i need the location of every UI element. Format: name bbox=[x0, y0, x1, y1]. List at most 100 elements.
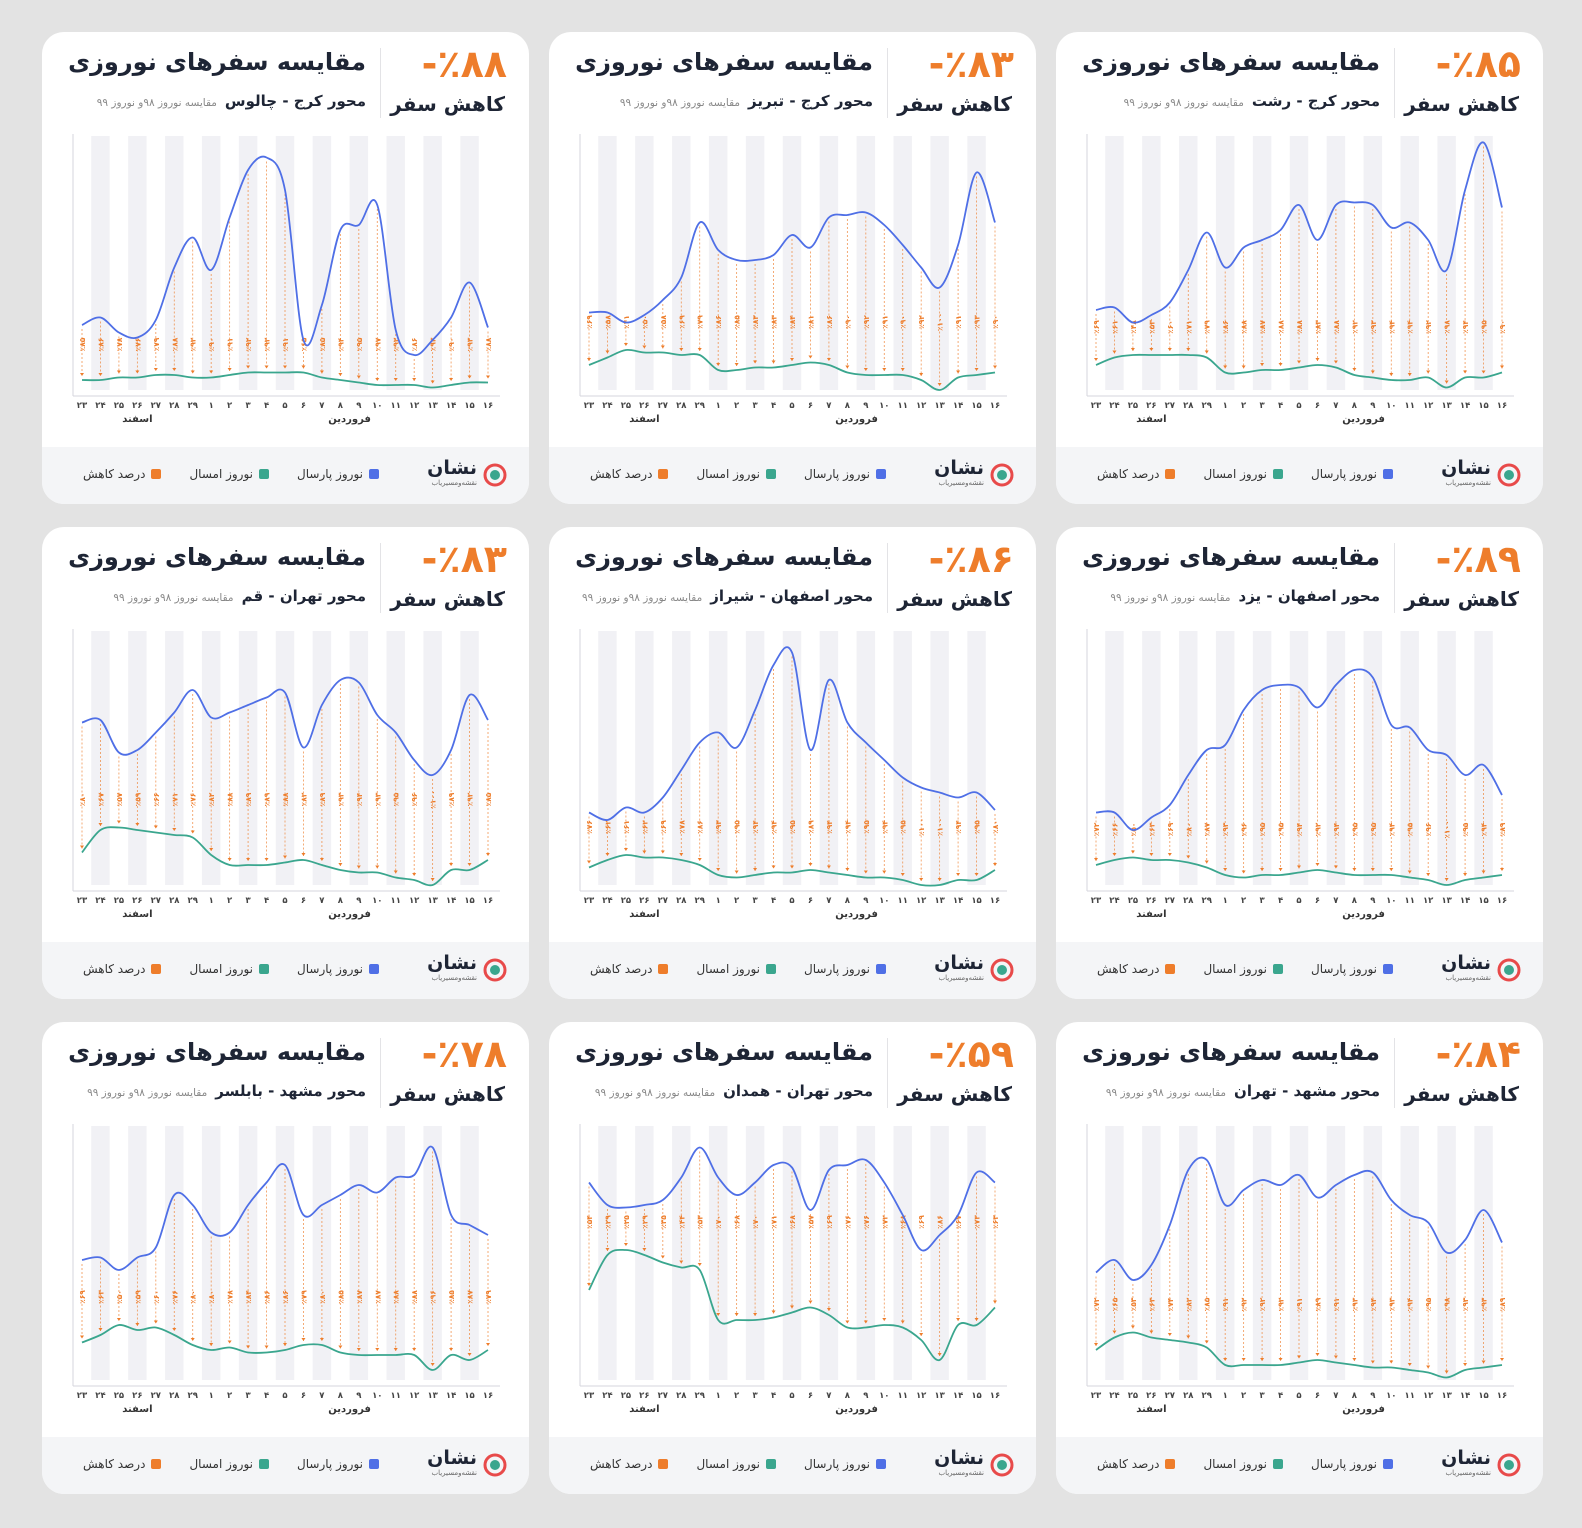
x-tick-label: ۱۳ bbox=[427, 1391, 438, 1401]
divider bbox=[380, 543, 381, 613]
reduction-arrow bbox=[1315, 711, 1320, 866]
x-tick-label: ۸ bbox=[338, 401, 344, 411]
reduction-label: ٪۹۵ bbox=[392, 792, 401, 806]
arrow-head bbox=[1389, 373, 1394, 376]
reduction-label: ٪۷۶ bbox=[170, 1290, 179, 1304]
x-tick-label: ۱۲ bbox=[916, 401, 927, 411]
arrow-head bbox=[1333, 360, 1338, 364]
x-tick-label: ۱۲ bbox=[916, 896, 927, 906]
x-tick-label: ۱ bbox=[1223, 896, 1228, 906]
reduction-label: ٪۸۶ bbox=[1221, 320, 1230, 334]
reduction-label: ٪۷۱ bbox=[170, 793, 179, 807]
arrow-head bbox=[116, 370, 121, 374]
reduction-arrow bbox=[1241, 251, 1246, 369]
x-tick-label: ۱۶ bbox=[1497, 1391, 1507, 1401]
reduction-arrow bbox=[412, 359, 417, 381]
series-line bbox=[588, 854, 996, 887]
x-tick-label: ۶ bbox=[1315, 1391, 1320, 1401]
reduction-arrow bbox=[1204, 754, 1209, 864]
reduction-arrow bbox=[80, 329, 84, 376]
reduction-label: ٪۵۸ bbox=[659, 315, 668, 329]
reduction-label: ٪۹۶ bbox=[1424, 823, 1433, 837]
arrow-head bbox=[826, 1308, 831, 1311]
x-tick-label: ۲۸ bbox=[1183, 401, 1194, 411]
divider bbox=[887, 48, 888, 118]
arrow-head bbox=[153, 825, 158, 829]
legend: نوروز پارسال نوروز امسال درصد کاهش bbox=[1097, 1457, 1393, 1471]
reduction-arrow bbox=[808, 754, 813, 866]
legend-item: نوروز امسال bbox=[1203, 467, 1284, 481]
x-tick-label: ۸ bbox=[338, 896, 344, 906]
divider bbox=[380, 1038, 381, 1108]
reduction-arrow bbox=[190, 1209, 195, 1341]
reduction-arrow bbox=[956, 249, 961, 374]
reduction-label: ٪۹۲ bbox=[392, 337, 401, 351]
reduction-arrow bbox=[605, 824, 610, 856]
reduction-arrow bbox=[974, 796, 979, 876]
arrow-head bbox=[1204, 1340, 1209, 1344]
arrow-head bbox=[605, 853, 610, 856]
legend-swatch bbox=[876, 469, 886, 479]
reduction-label: ٪۸۲ bbox=[207, 792, 216, 806]
legend-swatch bbox=[369, 1459, 379, 1469]
brand-logo bbox=[1497, 463, 1521, 487]
headline-caption: کاهش سفر bbox=[897, 587, 1012, 611]
reduction-label: ٪۹۵ bbox=[1424, 1297, 1433, 1311]
arrow-head bbox=[356, 865, 361, 869]
reduction-label: ٪۵۷ bbox=[806, 1215, 815, 1229]
arrow-head bbox=[1407, 1363, 1412, 1366]
x-tick-label: ۴ bbox=[264, 1391, 269, 1401]
legend-label: نوروز امسال bbox=[189, 467, 254, 481]
reduction-label: ٪۸۰ bbox=[78, 793, 87, 807]
stripe bbox=[635, 1126, 654, 1380]
stripe bbox=[1142, 1126, 1161, 1380]
arrow-head bbox=[449, 863, 454, 866]
stripe bbox=[460, 631, 479, 885]
reduction-label: ٪۵۳ bbox=[1147, 320, 1156, 334]
reduction-label: ٪۸۸ bbox=[170, 337, 179, 351]
reduction-arrow bbox=[449, 321, 454, 381]
headline: -٪۸۸ bbox=[421, 42, 507, 86]
reduction-arrow bbox=[734, 751, 739, 874]
arrow-head bbox=[642, 850, 647, 854]
arrow-head bbox=[486, 375, 490, 379]
footer: نوروز پارسال نوروز امسال درصد کاهش نشان نقشه… bbox=[549, 1437, 1036, 1494]
x-tick-label: ۱۳ bbox=[934, 1391, 945, 1401]
legend-swatch bbox=[876, 1459, 886, 1469]
arrow-head bbox=[919, 1333, 924, 1336]
series-line bbox=[81, 1324, 489, 1371]
arrow-head bbox=[1500, 365, 1504, 369]
reduction-label: ٪۶۸ bbox=[788, 1215, 797, 1229]
legend-item: نوروز امسال bbox=[696, 467, 777, 481]
reduction-arrow bbox=[956, 1219, 961, 1321]
x-tick-label: ۲ bbox=[734, 896, 740, 906]
x-tick-label: ۴ bbox=[1278, 401, 1283, 411]
x-tick-label: ۲۳ bbox=[77, 896, 88, 906]
reduction-arrow bbox=[190, 694, 195, 834]
footer: نوروز پارسال نوروز امسال درصد کاهش نشان نقشه… bbox=[42, 942, 529, 999]
reduction-label: ٪۵۴ bbox=[585, 1215, 594, 1229]
chart-title: مقایسه سفرهای نوروزی bbox=[575, 48, 873, 76]
x-tick-label: ۵ bbox=[789, 401, 794, 411]
arrow-head bbox=[974, 368, 979, 371]
reduction-arrow bbox=[209, 1236, 214, 1346]
arrow-head bbox=[1481, 870, 1486, 874]
x-tick-label: ۷ bbox=[319, 896, 325, 906]
series-line bbox=[81, 826, 489, 887]
legend-item: درصد کاهش bbox=[83, 962, 162, 976]
arrow-head bbox=[486, 853, 490, 856]
reduction-label: ٪۹۲ bbox=[189, 337, 198, 351]
reduction-arrow bbox=[1500, 799, 1504, 871]
arrow-head bbox=[172, 368, 177, 371]
x-tick-label: ۵ bbox=[282, 1391, 287, 1401]
headline-caption: کاهش سفر bbox=[390, 1082, 505, 1106]
x-tick-label: ۱ bbox=[209, 1391, 214, 1401]
headline: -٪۸۵ bbox=[1435, 42, 1521, 86]
reduction-label: ٪۸۸ bbox=[1332, 320, 1341, 334]
reduction-label: ٪۸۲ bbox=[1184, 1297, 1193, 1311]
subtitle: محور کرج - تبریز bbox=[748, 92, 873, 110]
x-group-label: اسفند bbox=[122, 1404, 152, 1415]
x-tick-label: ۱۵ bbox=[971, 401, 981, 411]
reduction-arrow bbox=[771, 259, 776, 364]
reduction-label: ٪۸۰ bbox=[189, 1290, 198, 1304]
